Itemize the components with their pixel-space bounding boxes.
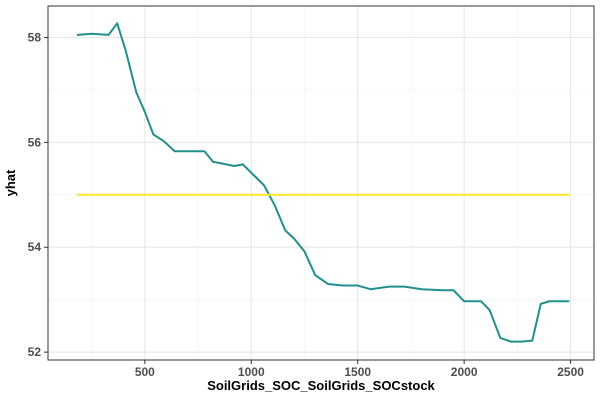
series-layer xyxy=(76,22,570,343)
grid-layer xyxy=(48,6,594,360)
y-axis-title: yhat xyxy=(3,169,18,196)
x-tick-label: 1500 xyxy=(344,365,371,379)
tick-layer: 500 1000 1500 2000 2500 52 54 56 58 xyxy=(28,30,585,379)
y-tick-label: 54 xyxy=(28,240,42,254)
y-tick-label: 58 xyxy=(28,30,42,44)
x-axis-title: SoilGrids_SOC_SoilGrids_SOCstock xyxy=(207,378,435,393)
x-tick-label: 2000 xyxy=(451,365,478,379)
y-tick-label: 52 xyxy=(28,345,42,359)
y-tick-label: 56 xyxy=(28,135,42,149)
panel-border xyxy=(47,5,595,361)
series-line-1 xyxy=(76,22,570,343)
x-tick-label: 2500 xyxy=(557,365,584,379)
x-tick-label: 500 xyxy=(135,365,155,379)
x-tick-label: 1000 xyxy=(238,365,265,379)
